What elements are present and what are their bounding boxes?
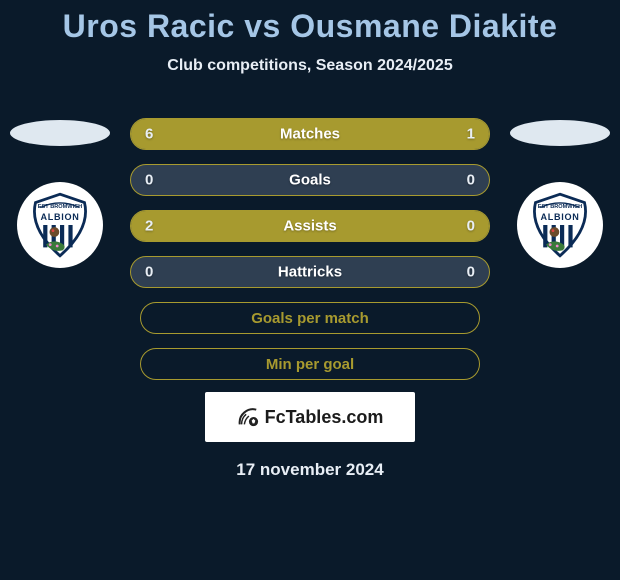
footer: FcTables.com 17 november 2024	[205, 392, 415, 480]
stat-value-right: 0	[467, 172, 475, 189]
stat-value-left: 2	[145, 218, 153, 235]
footer-date: 17 november 2024	[205, 460, 415, 480]
stat-row-matches: 6 Matches 1	[130, 118, 490, 150]
stat-row-hattricks: 0 Hattricks 0	[130, 256, 490, 288]
svg-text:ALBION: ALBION	[41, 212, 80, 222]
wba-shield-icon: EST BROMWICH ALBION	[25, 190, 95, 260]
stat-row-goals: 0 Goals 0	[130, 164, 490, 196]
player-photo-placeholder-left	[10, 120, 110, 146]
page-title: Uros Racic vs Ousmane Diakite	[0, 0, 620, 45]
summary-row-gpm: Goals per match	[140, 302, 480, 334]
club-badge-right: EST BROMWICH ALBION	[517, 182, 603, 268]
stat-value-left: 0	[145, 264, 153, 281]
stat-bar-right	[439, 119, 489, 149]
svg-text:EST BROMWICH: EST BROMWICH	[38, 204, 82, 210]
comparison-chart: 6 Matches 1 0 Goals 0 2 Assists 0 0 Hatt…	[130, 118, 490, 394]
stat-label: Goals	[131, 172, 489, 189]
stat-bar-left	[131, 119, 439, 149]
stat-value-right: 1	[467, 126, 475, 143]
stat-row-assists: 2 Assists 0	[130, 210, 490, 242]
stat-value-left: 0	[145, 172, 153, 189]
stat-label: Hattricks	[131, 264, 489, 281]
summary-label: Goals per match	[251, 310, 369, 327]
summary-row-mpg: Min per goal	[140, 348, 480, 380]
page-subtitle: Club competitions, Season 2024/2025	[0, 57, 620, 75]
stat-value-right: 0	[467, 264, 475, 281]
wba-shield-icon: EST BROMWICH ALBION	[525, 190, 595, 260]
svg-text:ALBION: ALBION	[541, 212, 580, 222]
brand-text: FcTables.com	[265, 407, 384, 428]
player-right-column: EST BROMWICH ALBION	[510, 120, 610, 268]
stat-bar-left	[131, 211, 489, 241]
player-photo-placeholder-right	[510, 120, 610, 146]
stat-value-right: 0	[467, 218, 475, 235]
club-badge-left: EST BROMWICH ALBION	[17, 182, 103, 268]
player-left-column: EST BROMWICH ALBION	[10, 120, 110, 268]
stat-value-left: 6	[145, 126, 153, 143]
summary-label: Min per goal	[266, 356, 354, 373]
football-icon	[237, 406, 259, 428]
svg-text:EST BROMWICH: EST BROMWICH	[538, 204, 582, 210]
comparison-card: { "title": { "text": "Uros Racic vs Ousm…	[0, 0, 620, 580]
brand-logo: FcTables.com	[205, 392, 415, 442]
